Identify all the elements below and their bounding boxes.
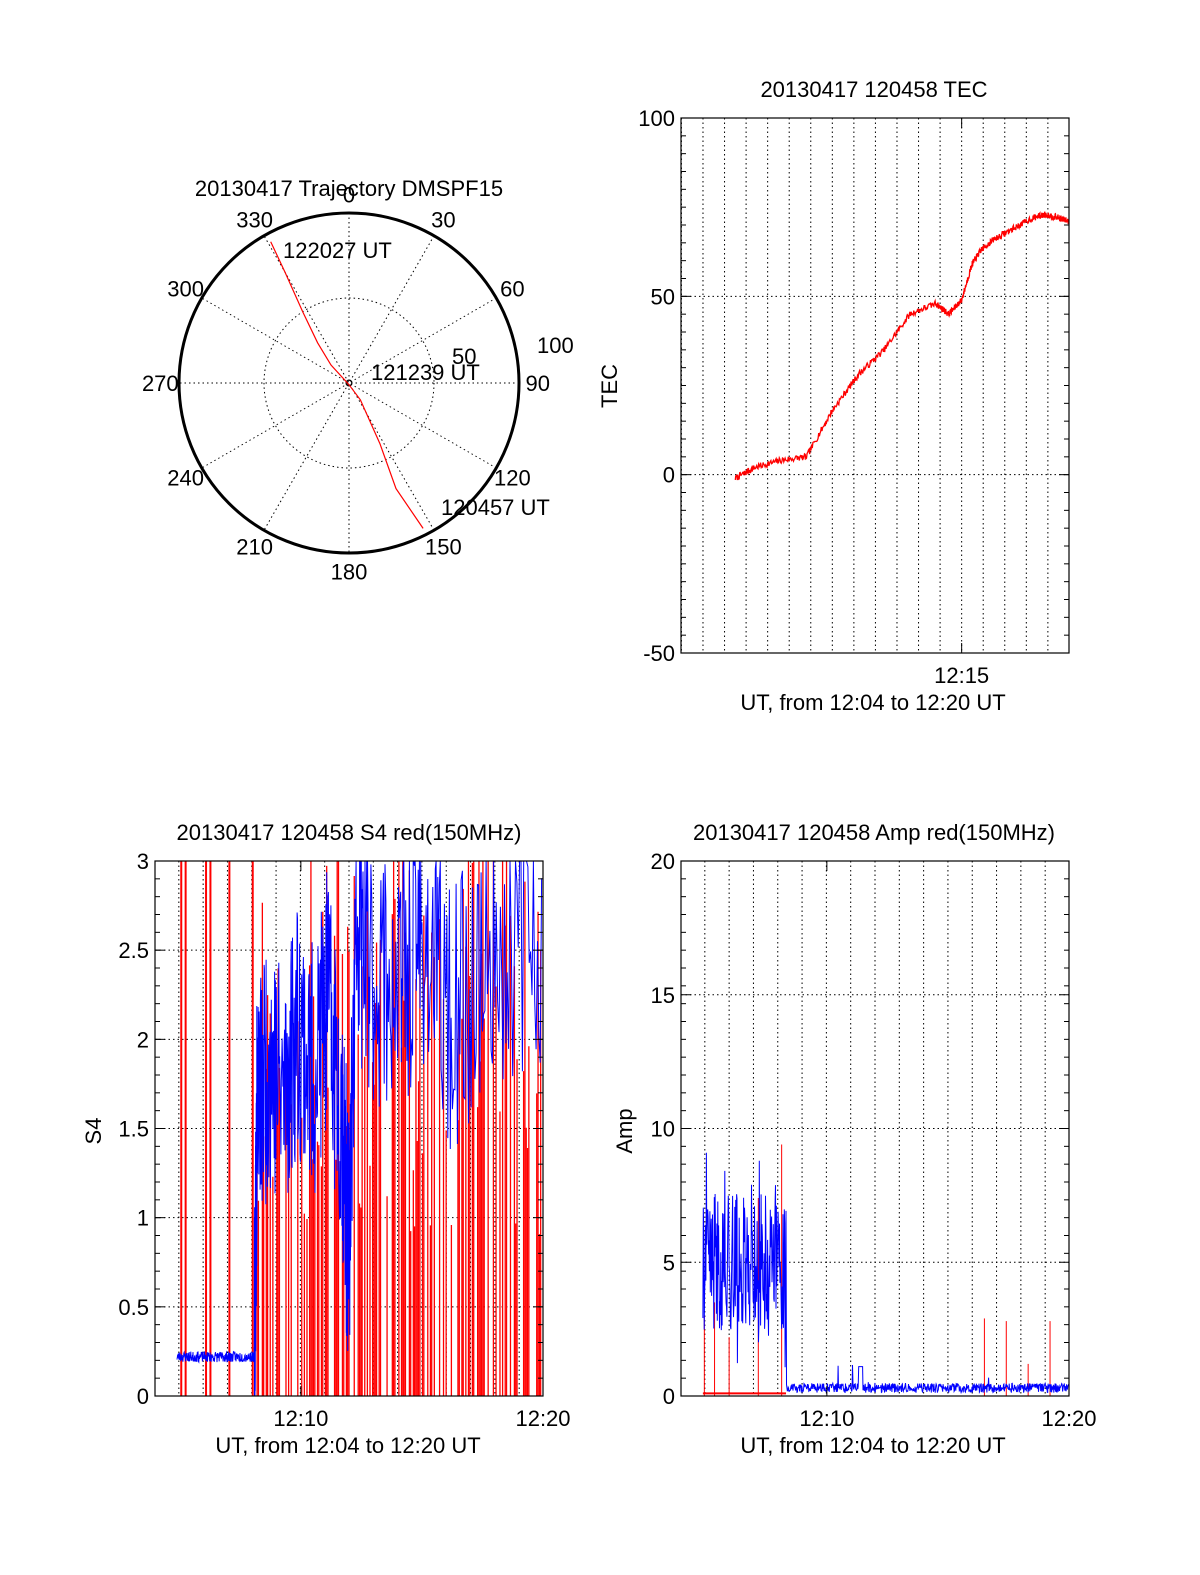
s4-title: 20130417 120458 S4 red(150MHz) — [177, 820, 522, 845]
polar-azimuth-label-150: 150 — [425, 534, 462, 559]
trajectory-annotation-middle: 121239 UT — [371, 360, 480, 385]
amp-blue-trace — [702, 1152, 1070, 1395]
tec-ticks: -50 0 50 100 12:15 — [638, 106, 1069, 688]
amp-xtick-label: 12:20 — [1041, 1406, 1096, 1431]
trajectory-track-line — [270, 241, 424, 529]
amp-xtick-label: 12:10 — [799, 1406, 854, 1431]
s4-blue-trace — [176, 860, 543, 1397]
trajectory-polar-plot: 20130417 Trajectory DMSPF15 0 30 60 90 120 15… — [142, 176, 574, 585]
s4-ytick-label: 1.5 — [118, 1117, 149, 1142]
polar-azimuth-label-210: 210 — [236, 534, 273, 559]
polar-inner-ring — [263, 297, 435, 469]
polar-azimuth-label-180: 180 — [331, 560, 368, 585]
amp-ytick-label: 0 — [663, 1384, 675, 1409]
amp-title: 20130417 120458 Amp red(150MHz) — [693, 820, 1055, 845]
tec-ytick-label: 100 — [638, 106, 675, 131]
amp-ticks: 0 5 10 15 20 12:10 12:20 — [651, 849, 1097, 1431]
s4-x-axis-label: UT, from 12:04 to 12:20 UT — [215, 1433, 480, 1458]
tec-ytick-label: 0 — [663, 463, 675, 488]
polar-radial-label-100: 100 — [537, 333, 574, 358]
amp-ytick-label: 15 — [651, 983, 675, 1008]
polar-azimuth-label-300: 300 — [167, 277, 204, 302]
s4-ytick-label: 1 — [137, 1206, 149, 1231]
s4-ytick-label: 0.5 — [118, 1295, 149, 1320]
polar-azimuth-label-240: 240 — [167, 465, 204, 490]
trajectory-annotation-end: 122027 UT — [283, 238, 392, 263]
s4-ytick-label: 2.5 — [118, 938, 149, 963]
tec-ytick-label: -50 — [643, 641, 675, 666]
polar-spokes — [179, 213, 519, 553]
trajectory-annotation-start: 120457 UT — [441, 495, 550, 520]
amp-ytick-label: 5 — [663, 1250, 675, 1275]
amp-ytick-label: 20 — [651, 849, 675, 874]
s4-ytick-label: 0 — [137, 1384, 149, 1409]
tec-series-line — [734, 211, 1070, 481]
polar-azimuth-label-330: 330 — [236, 208, 273, 233]
tec-ytick-label: 50 — [651, 284, 675, 309]
amp-blue-series — [702, 1152, 1070, 1395]
polar-azimuth-label-270: 270 — [142, 371, 179, 396]
polar-radial-label-50: 50 — [452, 344, 476, 369]
polar-center-marker — [345, 379, 353, 387]
amp-grid — [681, 861, 1069, 1396]
tec-y-axis-label: TEC — [597, 364, 622, 408]
tec-xtick-label: 12:15 — [934, 663, 989, 688]
tec-chart: 20130417 120458 TEC -50 0 50 100 12:15 UT, f… — [597, 77, 1070, 715]
polar-azimuth-labels: 0 30 60 90 120 150 180 210 240 270 300 330 — [142, 182, 550, 584]
trajectory-title: 20130417 Trajectory DMSPF15 — [195, 176, 503, 201]
polar-azimuth-label-90: 90 — [525, 371, 549, 396]
tec-title: 20130417 120458 TEC — [760, 77, 987, 102]
polar-azimuth-label-0: 0 — [343, 182, 355, 207]
amp-chart: 20130417 120458 Amp red(150MHz) 0 5 10 15 20… — [612, 820, 1097, 1458]
tec-grid — [680, 118, 1069, 653]
s4-xtick-label: 12:20 — [515, 1406, 570, 1431]
s4-y-axis-label: S4 — [81, 1118, 106, 1145]
amp-y-axis-label: Amp — [612, 1108, 637, 1153]
s4-ytick-label: 3 — [137, 849, 149, 874]
amp-red-series — [702, 1144, 1051, 1396]
tec-x-axis-label: UT, from 12:04 to 12:20 UT — [740, 690, 1005, 715]
amp-x-axis-label: UT, from 12:04 to 12:20 UT — [740, 1433, 1005, 1458]
amp-ytick-label: 10 — [651, 1117, 675, 1142]
s4-ytick-label: 2 — [137, 1027, 149, 1052]
polar-azimuth-label-120: 120 — [494, 465, 531, 490]
s4-ticks: 0 0.5 1 1.5 2 2.5 3 12:10 12:20 — [118, 849, 570, 1431]
polar-azimuth-label-60: 60 — [500, 277, 524, 302]
s4-chart: 20130417 120458 S4 red(150MHz) 0 0.5 1 1.5 2… — [81, 820, 571, 1458]
polar-azimuth-label-30: 30 — [431, 208, 455, 233]
s4-xtick-label: 12:10 — [273, 1406, 328, 1431]
s4-blue-series — [176, 860, 543, 1397]
